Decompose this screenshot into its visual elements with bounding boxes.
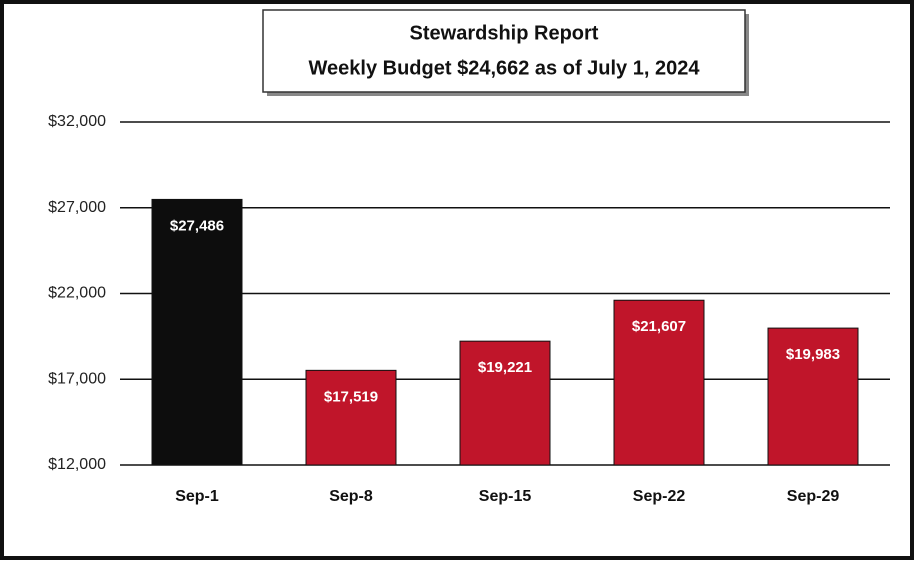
- value-label: $19,221: [478, 359, 532, 376]
- value-label: $27,486: [170, 217, 224, 234]
- value-label: $19,983: [786, 346, 840, 363]
- y-tick-label: $32,000: [48, 113, 106, 130]
- x-tick-label: Sep-22: [633, 488, 686, 505]
- x-tick-label: Sep-29: [787, 488, 840, 505]
- y-tick-label: $27,000: [48, 199, 106, 216]
- x-tick-label: Sep-8: [329, 488, 373, 505]
- x-tick-label: Sep-1: [175, 488, 219, 505]
- chart-title: Stewardship Report: [410, 22, 599, 44]
- bar: [459, 340, 551, 466]
- bar: [305, 369, 397, 466]
- bar: [151, 198, 243, 466]
- title-box: [262, 9, 746, 93]
- y-tick-label: $12,000: [48, 456, 106, 473]
- chart-subtitle: Weekly Budget $24,662 as of July 1, 2024: [309, 57, 701, 79]
- y-tick-label: $22,000: [48, 285, 106, 302]
- x-tick-label: Sep-15: [479, 488, 532, 505]
- bar: [767, 327, 859, 466]
- y-tick-label: $17,000: [48, 370, 106, 387]
- bar: [613, 299, 705, 466]
- value-label: $17,519: [324, 388, 378, 405]
- value-label: $21,607: [632, 318, 686, 335]
